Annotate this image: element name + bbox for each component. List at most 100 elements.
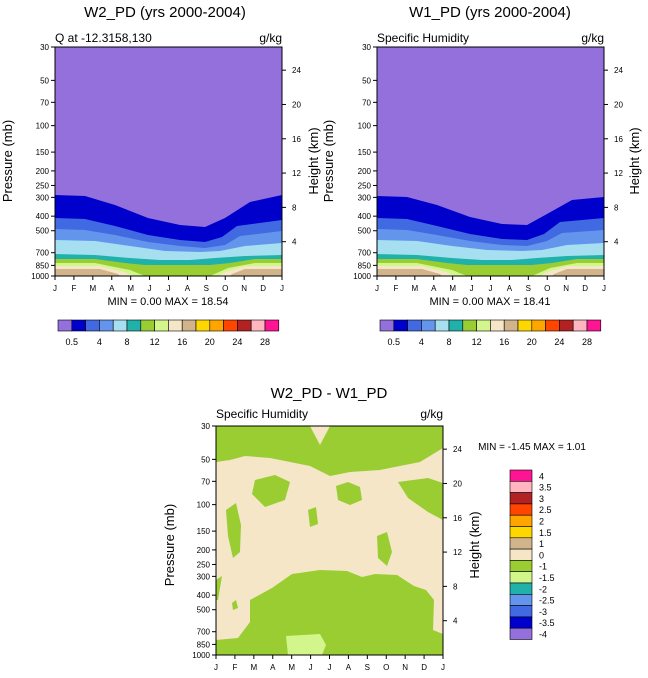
panel3-region-negative-low — [286, 634, 326, 655]
colorbar2-swatch — [545, 319, 560, 332]
panel2-ytick-label: 100 — [358, 122, 372, 131]
panel2-colorbar: 0.5 4 8 12 16 20 24 28 — [379, 319, 602, 347]
panel2-ytick-label: 300 — [358, 193, 372, 202]
panel2-ytick-label: 30 — [362, 43, 371, 52]
panel1-xtick-label: S — [204, 284, 209, 293]
panel2-height-tick-label: 20 — [614, 100, 623, 109]
panel1-xtick-label: F — [71, 284, 76, 293]
colorbar2-swatch — [517, 319, 533, 332]
colorbar2-label: 16 — [499, 337, 509, 347]
panel1-axes: 30 50 70 100 150 200 250 300 400 500 700 850 1000 J F M… — [31, 43, 301, 293]
panel1-height-tick-label: 8 — [292, 203, 297, 212]
panel1-ytick-label: 70 — [40, 98, 49, 107]
legend-label: 1 — [539, 539, 544, 549]
legend-swatch — [509, 593, 533, 606]
panel3-height-tick-label: 12 — [453, 548, 462, 557]
panel2-ytick-label: 500 — [358, 227, 372, 236]
panel3-xtick-label: F — [232, 663, 237, 672]
colorbar1-swatch — [154, 319, 169, 332]
panel3-region-dot — [232, 600, 238, 610]
colorbar1-swatch — [181, 319, 197, 332]
panel1-ytick-label: 1000 — [31, 272, 49, 281]
colorbar2-swatch — [434, 319, 450, 332]
panel2-ytick-label: 50 — [362, 76, 371, 85]
panel2-ytick-label: 250 — [358, 181, 372, 190]
panel3-region-left-edge — [216, 576, 222, 600]
panel2-ytick-label: 70 — [362, 98, 371, 107]
panel2-band-16-18 — [377, 269, 604, 276]
panel2-xtick-label: J — [470, 284, 474, 293]
colorbar1-swatch — [112, 319, 128, 332]
panel3-min-max: MIN = -1.45 MAX = 1.01 — [478, 442, 586, 453]
panel2-axes: 30 50 70 100 150 200 250 300 400 500 700 850 1000 J F M… — [353, 43, 623, 293]
panel1-xtick-label: D — [260, 284, 266, 293]
panel1-colorbar: 0.5 4 8 12 16 20 24 28 — [57, 319, 280, 347]
panel3-xtick-label: J — [441, 663, 445, 672]
panel3-units: g/kg — [420, 407, 443, 421]
panel2-xtick-label: A — [431, 284, 437, 293]
panel3-xtick-label: A — [270, 663, 276, 672]
panel1-ytick-label: 500 — [36, 227, 50, 236]
panel3-ylabel-right: Height (km) — [467, 511, 482, 578]
colorbar1-swatch — [195, 319, 211, 332]
colorbar2-swatch — [559, 319, 574, 332]
panel2-height-tick-label: 24 — [614, 66, 623, 75]
panel1-title: W2_PD (yrs 2000-2004) — [84, 4, 246, 21]
panel2-ytick-label: 400 — [358, 212, 372, 221]
panel3-ytick-label: 300 — [197, 572, 211, 581]
panel2-xtick-label: F — [393, 284, 398, 293]
colorbar1-swatch — [99, 319, 114, 332]
panel3-ytick-label: 700 — [197, 628, 211, 637]
legend-label: -2.5 — [539, 596, 555, 606]
panel3-region-upper-left — [252, 475, 290, 507]
panel1-height-tick-label: 16 — [292, 135, 301, 144]
legend-label: -2 — [539, 584, 547, 594]
legend-label: -1.5 — [539, 573, 555, 583]
panel3-xtick-label: M — [250, 663, 257, 672]
legend-swatch — [509, 548, 533, 561]
panel2-xtick-label: D — [582, 284, 588, 293]
panel1-ytick-label: 300 — [36, 193, 50, 202]
panel3-region-small-spot — [308, 507, 318, 527]
panel1-ytick-label: 50 — [40, 76, 49, 85]
colorbar2-label: 28 — [582, 337, 592, 347]
panel2-xtick-label: S — [526, 284, 531, 293]
colorbar2-label: 12 — [472, 337, 482, 347]
colorbar1-label: 28 — [260, 337, 270, 347]
panel1-xtick-label: J — [53, 284, 57, 293]
panel2-height-tick-label: 16 — [614, 135, 623, 144]
panel2-ytick-label: 1000 — [353, 272, 371, 281]
panel1-ytick-label: 30 — [40, 43, 49, 52]
panel-w1-pd: W1_PD (yrs 2000-2004) Specific Humidity … — [321, 4, 642, 347]
panel1-ytick-label: 700 — [36, 249, 50, 258]
panel1-xtick-label: A — [185, 284, 191, 293]
panel1-band-16-18 — [55, 269, 282, 276]
legend-swatch — [509, 492, 533, 505]
panel3-xtick-label: J — [214, 663, 218, 672]
panel3-region-right-blob — [398, 478, 443, 520]
colorbar2-label: 4 — [419, 337, 424, 347]
colorbar1-swatch — [126, 319, 142, 332]
legend-swatch — [509, 469, 533, 482]
colorbar1-swatch — [140, 319, 155, 332]
panel3-xtick-label: J — [309, 663, 313, 672]
legend-label: 4 — [539, 471, 544, 481]
panel2-xtick-label: M — [449, 284, 456, 293]
panel3-region-mid-blob — [336, 482, 362, 505]
panel2-ytick-label: 150 — [358, 148, 372, 157]
legend-swatch — [509, 605, 533, 618]
panel1-height-tick-label: 4 — [292, 238, 297, 247]
colorbar2-label: 0.5 — [388, 337, 401, 347]
colorbar2-swatch — [393, 319, 408, 332]
legend-label: -1 — [539, 562, 547, 572]
colorbar1-label: 4 — [97, 337, 102, 347]
panel1-xtick-label: A — [109, 284, 115, 293]
panel3-xtick-label: O — [383, 663, 389, 672]
panel3-height-tick-label: 24 — [453, 445, 462, 454]
panel3-region-right-column — [377, 532, 392, 566]
colorbar1-swatch — [250, 319, 266, 332]
panel3-ytick-label: 100 — [197, 501, 211, 510]
panel1-ylabel: Pressure (mb) — [0, 120, 15, 202]
colorbar2-label: 24 — [554, 337, 564, 347]
panel3-axes: 30 50 70 100 150 200 250 300 400 500 700 850 1000 J F M… — [192, 422, 462, 672]
